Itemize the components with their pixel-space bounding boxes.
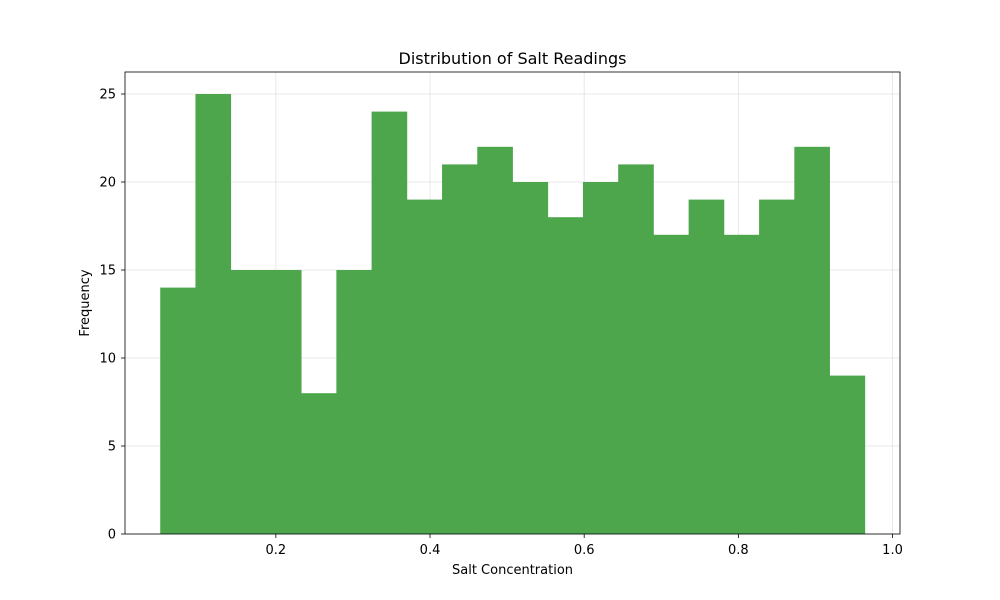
- histogram-bar: [230, 270, 267, 534]
- chart-title: Distribution of Salt Readings: [399, 49, 627, 68]
- histogram-bar: [829, 375, 866, 534]
- y-axis-label: Frequency: [78, 269, 93, 336]
- histogram-bar: [301, 393, 337, 534]
- histogram-bar: [477, 146, 513, 535]
- histogram-bar: [582, 182, 619, 534]
- histogram-bar: [195, 94, 232, 534]
- y-tick-label: 0: [108, 528, 116, 543]
- histogram-bar: [371, 111, 408, 534]
- y-tick-label: 5: [108, 440, 116, 455]
- histogram-bar: [794, 146, 830, 535]
- x-tick-label: 0.6: [574, 543, 595, 558]
- x-tick-label: 0.8: [728, 543, 749, 558]
- histogram-bar: [723, 234, 760, 535]
- ticks-layer: 0.2 0.4 0.6 0.8 1.0 0 5 10 15 20 25: [99, 88, 902, 559]
- histogram-bar: [406, 199, 443, 534]
- y-tick-label: 15: [99, 264, 116, 279]
- histogram-bar: [759, 199, 795, 534]
- histogram-bar: [688, 199, 725, 534]
- histogram-bar: [618, 164, 654, 534]
- histogram-bar: [265, 270, 302, 534]
- histogram-bar: [653, 234, 690, 535]
- histogram-bar: [512, 182, 549, 534]
- y-tick-label: 20: [99, 176, 116, 191]
- x-tick-label: 0.4: [420, 543, 441, 558]
- histogram-bar: [442, 164, 478, 534]
- y-tick-label: 25: [99, 88, 116, 103]
- x-tick-label: 1.0: [882, 543, 903, 558]
- histogram-bar: [160, 287, 196, 534]
- plot-frame: [124, 71, 901, 535]
- histogram-bar: [547, 217, 584, 534]
- bars-layer: [160, 94, 866, 535]
- x-tick-label: 0.2: [266, 543, 287, 558]
- x-axis-label: Salt Concentration: [452, 563, 573, 578]
- histogram-bar: [336, 270, 372, 534]
- y-tick-label: 10: [99, 352, 116, 367]
